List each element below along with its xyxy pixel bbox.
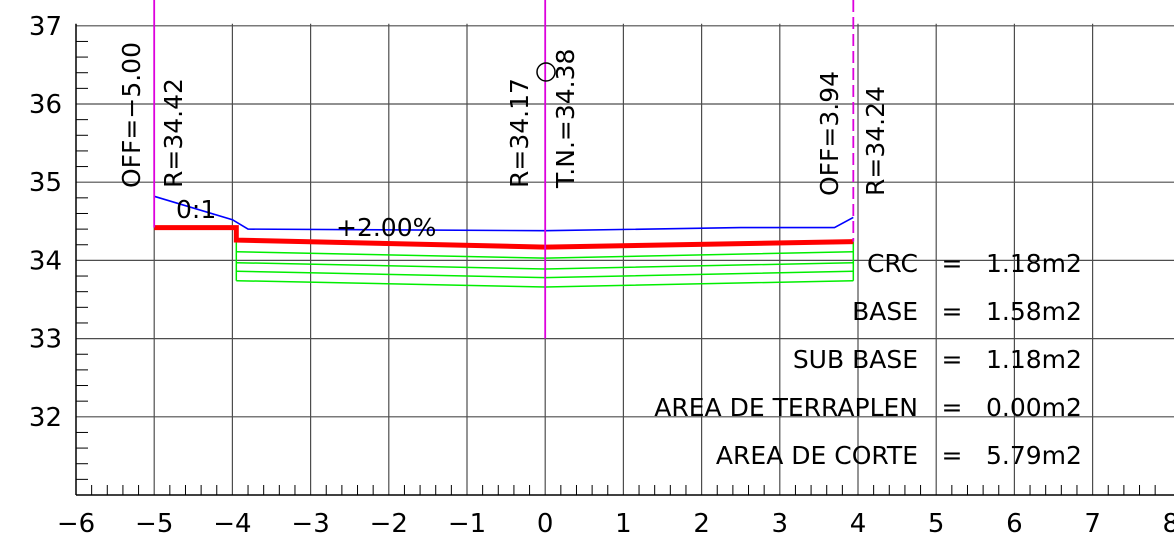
x-tick-label: 0 <box>537 509 554 536</box>
natural-ground-line <box>153 195 854 232</box>
centerline-marker <box>536 62 556 82</box>
x-tick-label: −2 <box>370 509 408 536</box>
area-label-base: BASE <box>852 297 918 326</box>
y-tick-label: 37 <box>29 12 62 42</box>
x-tick-label: 1 <box>615 509 632 536</box>
y-tick-label: 34 <box>29 246 62 276</box>
area-equals-base: = <box>942 297 963 326</box>
y-tick-label: 32 <box>29 403 62 433</box>
y-tick-label: 33 <box>29 325 62 355</box>
area-equals-corte: = <box>942 441 963 470</box>
x-tick-label: −3 <box>291 509 329 536</box>
x-tick-label: 3 <box>772 509 789 536</box>
slope-ratio-label: 0:1 <box>176 195 216 224</box>
area-label-sub-base: SUB BASE <box>793 345 918 374</box>
offset-lines <box>153 0 855 339</box>
x-tick-label: 2 <box>693 509 710 536</box>
design-grade <box>154 225 854 250</box>
x-tick-label: 7 <box>1084 509 1101 536</box>
x-tick-label: 4 <box>850 509 867 536</box>
area-value-corte: 5.79m2 <box>986 441 1082 470</box>
area-value-crc: 1.18m2 <box>986 249 1082 278</box>
area-value-sub-base: 1.18m2 <box>986 345 1082 374</box>
area-equals-crc: = <box>942 249 963 278</box>
area-label-crc: CRC <box>867 249 918 278</box>
area-equals-terraplen: = <box>942 393 963 422</box>
right-elevation-label: R=34.24 <box>861 86 890 196</box>
center-natural-ground-label: T.N.=34.38 <box>551 49 580 189</box>
x-tick-label: −4 <box>213 509 251 536</box>
area-label-terraplen: AREA DE TERRAPLEN <box>654 393 918 422</box>
area-value-terraplen: 0.00m2 <box>986 393 1082 422</box>
x-tick-label: −1 <box>448 509 486 536</box>
x-tick-label: 8 <box>1163 509 1174 536</box>
x-tick-label: −6 <box>57 509 95 536</box>
x-tick-label: −5 <box>135 509 173 536</box>
minor-ticks <box>76 40 1156 495</box>
area-equals-sub-base: = <box>942 345 963 374</box>
cross-slope-label: +2.00% <box>336 213 436 242</box>
right-offset-label: OFF=3.94 <box>815 71 844 196</box>
x-tick-label: 6 <box>1006 509 1023 536</box>
area-table: CRC = 1.18m2 BASE = 1.58m2 SUB BASE = 1.… <box>654 249 1082 470</box>
area-label-corte: AREA DE CORTE <box>716 441 918 470</box>
center-elevation-label: R=34.17 <box>505 78 534 188</box>
natural-ground <box>153 195 854 232</box>
x-tick-label: 5 <box>928 509 945 536</box>
area-value-base: 1.58m2 <box>986 297 1082 326</box>
y-tick-label: 35 <box>29 168 62 198</box>
y-tick-label: 36 <box>29 90 62 120</box>
design-grade-line <box>154 225 854 250</box>
left-elevation-label: R=34.42 <box>159 78 188 188</box>
left-offset-label: OFF=−5.00 <box>117 42 146 188</box>
